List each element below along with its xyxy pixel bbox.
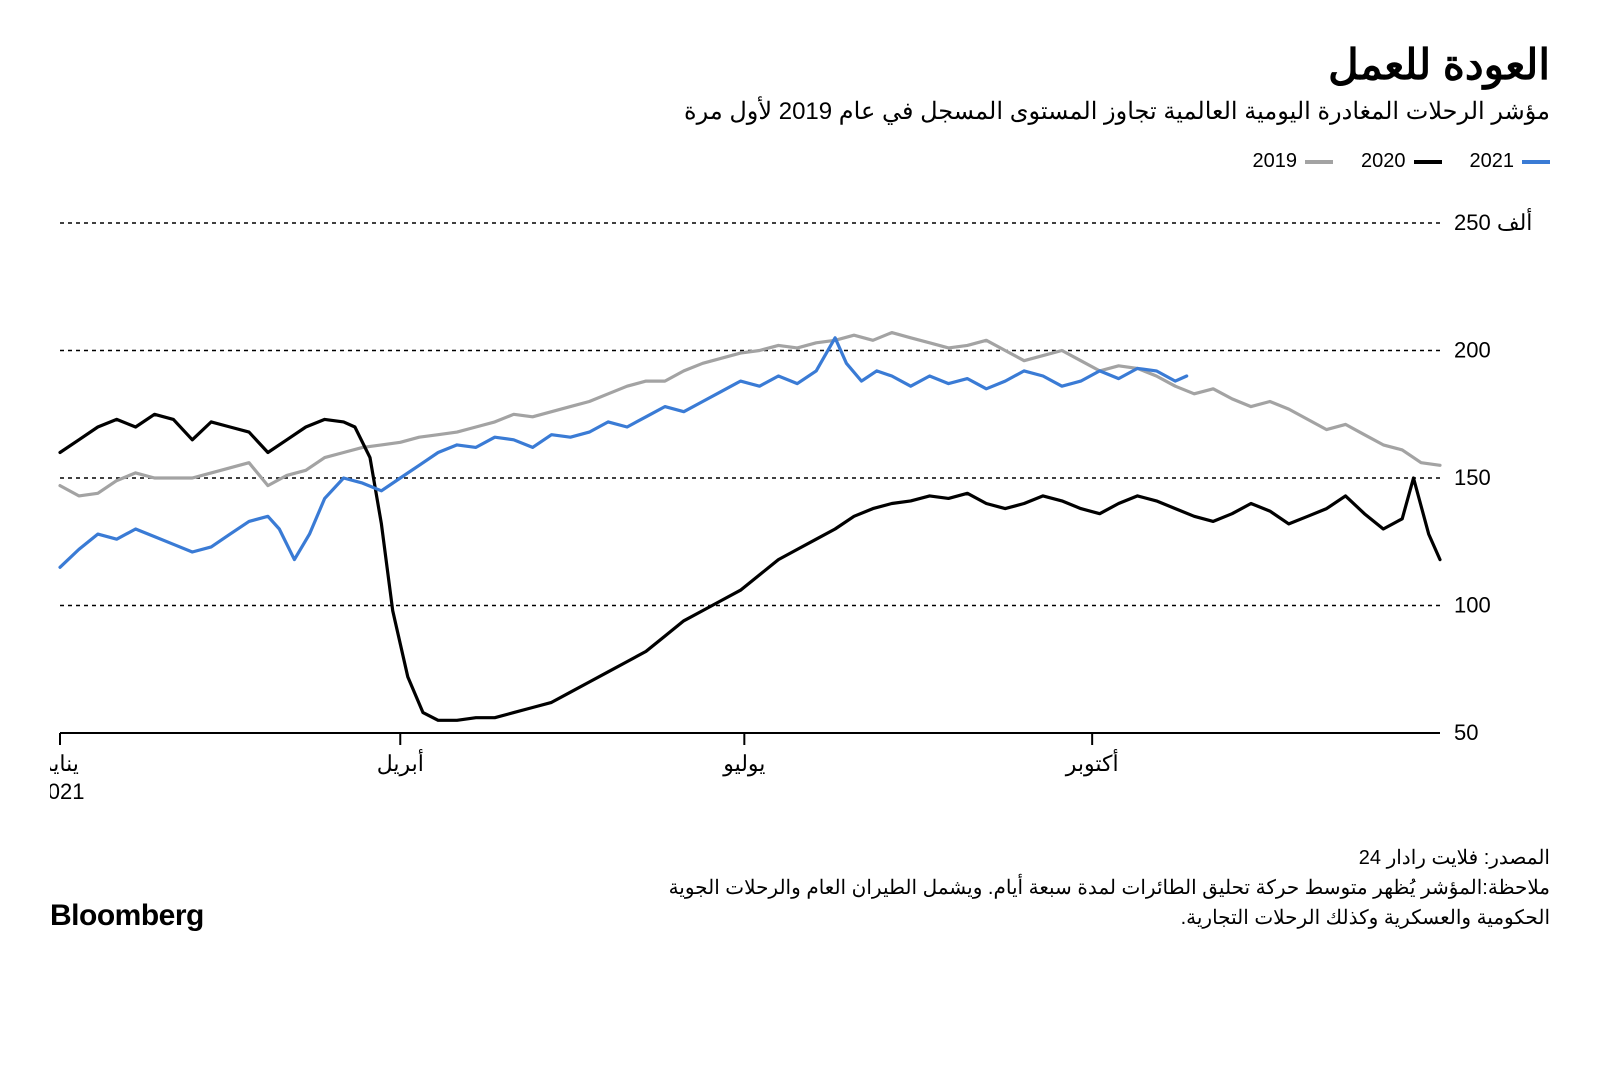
source-line: المصدر: فلايت رادار 24 bbox=[650, 843, 1550, 873]
svg-text:يناير: يناير bbox=[50, 751, 79, 777]
svg-text:150: 150 bbox=[1454, 465, 1491, 490]
chart-notes: المصدر: فلايت رادار 24 ملاحظة:المؤشر يُظ… bbox=[650, 843, 1550, 933]
legend-swatch-2021 bbox=[1522, 160, 1550, 164]
legend-label: 2021 bbox=[1470, 150, 1515, 173]
legend-item: 2020 bbox=[1361, 150, 1442, 173]
legend-swatch-2019 bbox=[1305, 160, 1333, 164]
legend-label: 2020 bbox=[1361, 150, 1406, 173]
chart-legend: 2021 2020 2019 bbox=[50, 150, 1550, 173]
svg-text:2021: 2021 bbox=[50, 779, 84, 804]
svg-text:أكتوبر: أكتوبر bbox=[1065, 748, 1119, 777]
svg-text:200: 200 bbox=[1454, 338, 1491, 363]
svg-text:250 ألف: 250 ألف bbox=[1454, 207, 1532, 235]
legend-swatch-2020 bbox=[1414, 160, 1442, 164]
chart-plot: 50 100 150 200 250 ألف يناير2021 أبريل يوليو أكت… bbox=[50, 193, 1550, 813]
legend-item: 2019 bbox=[1253, 150, 1334, 173]
chart-title: العودة للعمل bbox=[50, 40, 1550, 89]
brand-logo: Bloomberg bbox=[50, 899, 204, 933]
svg-text:يوليو: يوليو bbox=[722, 751, 765, 777]
legend-item: 2021 bbox=[1470, 150, 1551, 173]
chart-subtitle: مؤشر الرحلات المغادرة اليومية العالمية ت… bbox=[50, 97, 1550, 126]
svg-text:أبريل: أبريل bbox=[377, 748, 424, 777]
legend-label: 2019 bbox=[1253, 150, 1298, 173]
svg-text:50: 50 bbox=[1454, 720, 1478, 745]
note-line: ملاحظة:المؤشر يُظهر متوسط حركة تحليق الط… bbox=[650, 873, 1550, 933]
svg-text:100: 100 bbox=[1454, 593, 1491, 618]
